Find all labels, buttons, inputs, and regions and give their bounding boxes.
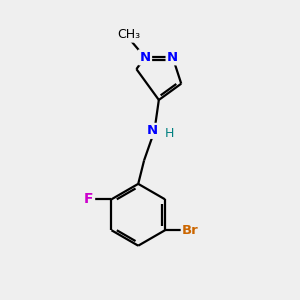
Text: Br: Br [182, 224, 199, 237]
Text: CH₃: CH₃ [117, 28, 140, 41]
Text: N: N [146, 124, 158, 137]
Text: F: F [84, 192, 94, 206]
Text: H: H [165, 127, 174, 140]
Text: N: N [167, 51, 178, 64]
Text: N: N [140, 51, 151, 64]
